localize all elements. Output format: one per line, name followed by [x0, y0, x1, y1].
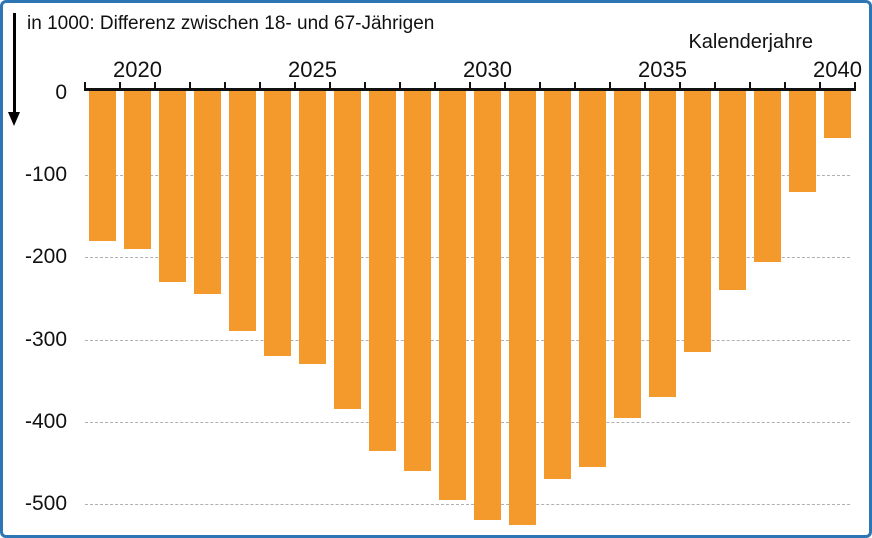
x-tick-label-2025: 2025 [288, 57, 337, 82]
gridline--500 [85, 504, 850, 505]
x-tick-mark [819, 82, 821, 88]
x-tick-label-2020: 2020 [113, 57, 162, 82]
down-arrow-head [8, 112, 20, 126]
x-tick-mark [224, 82, 226, 88]
chart-title: in 1000: Differenz zwischen 18- und 67-J… [27, 13, 435, 34]
x-tick-mark [399, 82, 401, 88]
bar-2030 [474, 91, 501, 521]
gridline--200 [85, 257, 850, 259]
x-tick-label-2040: 2040 [813, 57, 862, 82]
bar-2036 [684, 91, 711, 352]
x-tick-mark [434, 82, 436, 88]
x-tick-mark [749, 82, 751, 88]
bar-2025 [299, 91, 326, 365]
x-tick-mark [469, 82, 471, 88]
gridline--400 [85, 421, 850, 423]
down-arrow-line [13, 13, 16, 113]
x-axis-line [84, 88, 856, 91]
x-tick-mark [679, 82, 681, 88]
x-tick-mark [364, 82, 366, 88]
x-tick-label-2030: 2030 [463, 57, 512, 82]
bar-2019 [89, 91, 116, 241]
bar-2039 [789, 91, 816, 192]
gridline--100 [85, 175, 850, 177]
bar-2021 [159, 91, 186, 283]
x-tick-mark [154, 82, 156, 88]
y-tick-label--100: -100 [24, 163, 67, 187]
x-tick-mark [539, 82, 541, 88]
x-tick-mark [609, 82, 611, 88]
bar-2037 [719, 91, 746, 291]
x-tick-mark [574, 82, 576, 88]
bar-2020 [124, 91, 151, 250]
x-tick-mark [189, 82, 191, 88]
x-tick-mark [259, 82, 261, 88]
bar-2024 [264, 91, 291, 357]
bar-2032 [544, 91, 571, 480]
x-tick-mark [119, 82, 121, 88]
x-tick-mark [784, 82, 786, 88]
y-tick-label--500: -500 [24, 492, 67, 515]
y-tick-label--400: -400 [24, 409, 67, 433]
x-tick-mark [504, 82, 506, 88]
bar-2029 [439, 91, 466, 500]
bar-2028 [404, 91, 431, 472]
x-axis-title: Kalenderjahre [688, 31, 813, 53]
x-tick-mark [294, 82, 296, 88]
bar-2035 [649, 91, 676, 398]
y-tick-label-0: 0 [55, 81, 67, 104]
x-tick-mark [854, 82, 856, 88]
x-tick-mark [714, 82, 716, 88]
bar-2026 [334, 91, 361, 410]
x-tick-mark [329, 82, 331, 88]
x-tick-mark [644, 82, 646, 88]
y-tick-label--200: -200 [24, 245, 67, 269]
bar-2022 [194, 91, 221, 295]
y-tick-label--300: -300 [24, 327, 67, 351]
bar-2023 [229, 91, 256, 332]
x-tick-mark [84, 82, 86, 88]
bar-2033 [579, 91, 606, 467]
gridline--300 [85, 339, 850, 341]
bar-2038 [754, 91, 781, 262]
bar-2031 [509, 91, 536, 525]
bar-2027 [369, 91, 396, 451]
x-tick-label-2035: 2035 [638, 57, 687, 82]
bar-2034 [614, 91, 641, 418]
bar-2040 [824, 91, 851, 139]
